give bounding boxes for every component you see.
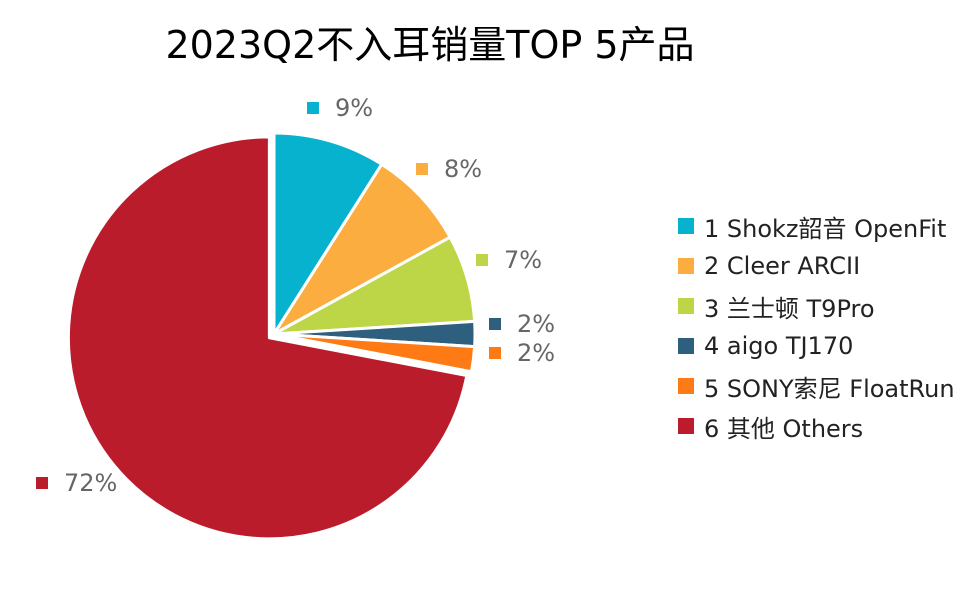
- legend-label-others: 6 其他 Others: [704, 414, 864, 443]
- data-label-text-others: 72%: [64, 469, 118, 497]
- data-label-cleer: 8%: [416, 155, 482, 183]
- legend-swatch-lanshidun: [678, 298, 694, 314]
- data-label-aigo: 2%: [489, 310, 555, 338]
- legend-swatch-shokz: [678, 218, 694, 234]
- pie-slice-shokz: [272, 131, 384, 336]
- pie-slice-others: [66, 135, 469, 541]
- data-label-text-cleer: 8%: [444, 155, 483, 183]
- data-label-text-sony: 2%: [517, 339, 556, 367]
- pie-slice-sony: [272, 332, 477, 374]
- chart-title: 2023Q2不入耳销量TOP 5产品: [165, 23, 695, 67]
- data-label-text-lanshidun: 7%: [504, 246, 543, 274]
- data-label-others: 72%: [36, 469, 117, 497]
- data-label-swatch-lanshidun: [476, 254, 488, 266]
- data-label-swatch-cleer: [416, 163, 428, 175]
- legend-item-others: 6 其他 Others: [678, 406, 955, 446]
- legend-item-shokz: 1 Shokz韶音 OpenFit: [678, 206, 955, 246]
- data-label-shokz: 9%: [307, 94, 373, 122]
- legend-label-aigo: 4 aigo TJ170: [704, 332, 854, 360]
- data-label-swatch-aigo: [489, 318, 501, 330]
- data-label-swatch-others: [36, 477, 48, 489]
- data-label-text-shokz: 9%: [335, 94, 374, 122]
- pie-slice-cleer: [272, 162, 452, 336]
- legend-item-aigo: 4 aigo TJ170: [678, 326, 955, 366]
- legend-label-sony: 5 SONY索尼 FloatRun: [704, 374, 955, 403]
- legend-swatch-others: [678, 418, 694, 434]
- legend-label-cleer: 2 Cleer ARCII: [704, 252, 861, 280]
- data-label-swatch-sony: [489, 347, 501, 359]
- data-label-lanshidun: 7%: [476, 246, 542, 274]
- legend-label-shokz: 1 Shokz韶音 OpenFit: [704, 214, 947, 243]
- legend-swatch-cleer: [678, 258, 694, 274]
- data-label-swatch-shokz: [307, 102, 319, 114]
- data-label-text-aigo: 2%: [517, 310, 556, 338]
- legend-item-sony: 5 SONY索尼 FloatRun: [678, 366, 955, 406]
- legend-label-lanshidun: 3 兰士顿 T9Pro: [704, 294, 875, 323]
- legend-swatch-aigo: [678, 338, 694, 354]
- data-label-sony: 2%: [489, 339, 555, 367]
- legend: 1 Shokz韶音 OpenFit 2 Cleer ARCII 3 兰士顿 T9…: [678, 206, 955, 446]
- legend-swatch-sony: [678, 378, 694, 394]
- legend-item-lanshidun: 3 兰士顿 T9Pro: [678, 286, 955, 326]
- legend-item-cleer: 2 Cleer ARCII: [678, 246, 955, 286]
